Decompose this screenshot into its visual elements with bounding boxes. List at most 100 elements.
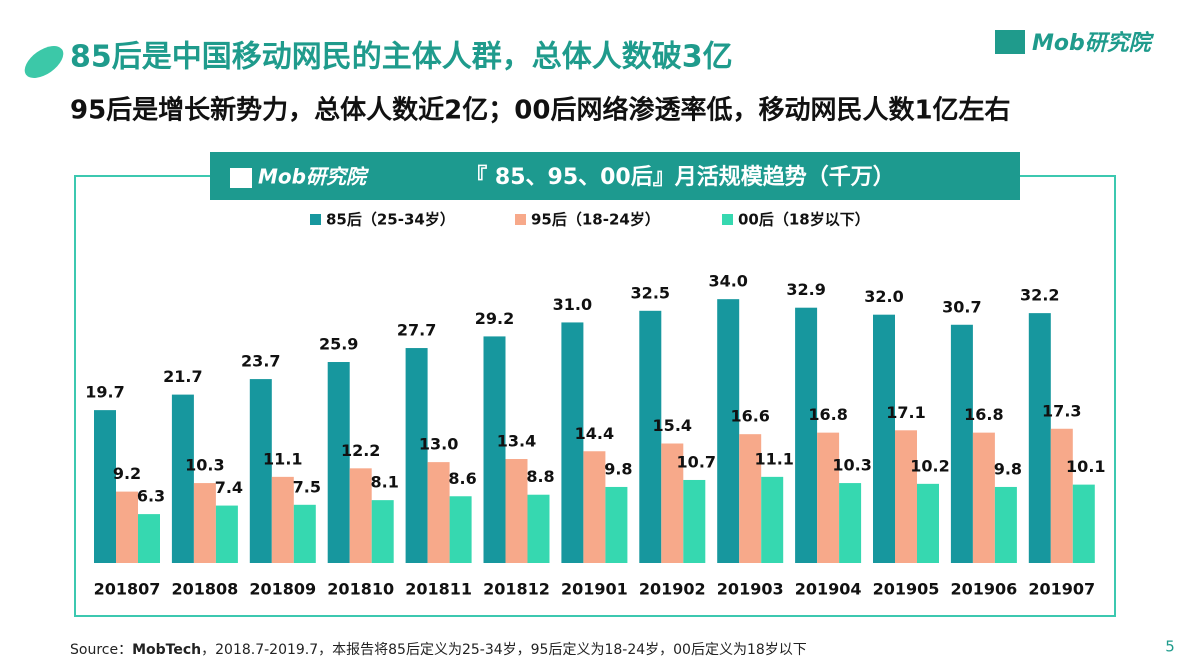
legend-swatch — [722, 214, 733, 225]
bar — [527, 494, 550, 563]
value-label: 9.8 — [994, 459, 1022, 478]
bar — [171, 394, 194, 563]
bar — [1072, 484, 1095, 563]
bar — [371, 500, 394, 563]
value-label: 9.8 — [604, 459, 632, 478]
bar — [405, 348, 428, 563]
legend-label: 00后（18岁以下） — [738, 211, 870, 229]
value-label: 27.7 — [397, 321, 436, 340]
bar — [449, 496, 472, 563]
bar — [639, 310, 662, 563]
value-label: 32.5 — [631, 283, 670, 302]
value-label: 10.7 — [677, 452, 716, 471]
bar — [483, 336, 506, 563]
value-label: 16.8 — [964, 405, 1003, 424]
bar — [839, 483, 862, 563]
x-tick-label: 201907 — [1028, 580, 1095, 599]
value-label: 14.4 — [575, 424, 614, 443]
x-tick-label: 201901 — [561, 580, 628, 599]
x-tick-label: 201807 — [94, 580, 161, 599]
chart-banner — [210, 152, 1020, 200]
banner-logo-text: Mob研究院 — [258, 165, 370, 189]
value-label: 16.8 — [808, 405, 847, 424]
value-label: 15.4 — [653, 416, 692, 435]
bar — [683, 479, 706, 563]
chart-title: 『 85、95、00后』月活规模趋势（千万） — [465, 164, 895, 190]
bar — [583, 451, 606, 563]
value-label: 7.4 — [215, 478, 243, 497]
source-label: Source： — [70, 642, 132, 658]
logo-text: Mob研究院 — [1032, 30, 1155, 56]
bar — [1028, 313, 1051, 563]
bar — [293, 504, 316, 563]
banner-logo-icon — [230, 168, 252, 188]
bar — [116, 491, 138, 563]
legend-label: 95后（18-24岁） — [531, 211, 660, 229]
value-label: 19.7 — [85, 383, 124, 402]
value-label: 29.2 — [475, 309, 514, 328]
bar — [739, 434, 762, 563]
bar — [761, 476, 784, 563]
x-tick-label: 201812 — [483, 580, 550, 599]
bar — [917, 483, 939, 563]
bar — [349, 468, 372, 563]
bar — [561, 322, 584, 563]
value-label: 23.7 — [241, 352, 280, 371]
bar — [94, 410, 116, 563]
x-tick-label: 201903 — [717, 580, 784, 599]
bar — [795, 307, 818, 563]
bar — [994, 486, 1017, 563]
source: Source：MobTech，2018.7-2019.7，本报告将85后定义为2… — [70, 642, 807, 658]
title-leaf — [24, 46, 64, 78]
value-label: 16.6 — [730, 407, 769, 426]
value-label: 25.9 — [319, 335, 358, 354]
bar — [138, 514, 160, 563]
bar — [717, 299, 740, 563]
bar — [427, 462, 450, 563]
value-label: 8.6 — [448, 469, 476, 488]
bar — [249, 379, 272, 563]
bar — [193, 483, 216, 563]
value-label: 6.3 — [137, 487, 165, 506]
x-tick-label: 201811 — [405, 580, 472, 599]
legend-swatch — [515, 214, 526, 225]
bar — [605, 486, 628, 563]
bar — [972, 432, 995, 563]
value-label: 32.0 — [864, 287, 903, 306]
value-label: 13.4 — [497, 432, 536, 451]
value-label: 17.3 — [1042, 401, 1081, 420]
x-tick-label: 201905 — [873, 580, 940, 599]
legend-swatch — [310, 214, 321, 225]
slide-title: 85后是中国移动网民的主体人群，总体人数破3亿 — [70, 40, 733, 75]
bar — [895, 430, 917, 563]
x-tick-label: 201810 — [327, 580, 394, 599]
value-label: 8.8 — [526, 467, 554, 486]
value-label: 10.1 — [1066, 457, 1105, 476]
bar — [661, 443, 684, 563]
value-label: 11.1 — [263, 449, 302, 468]
x-tick-label: 201808 — [172, 580, 239, 599]
value-label: 31.0 — [553, 295, 592, 314]
bar — [873, 314, 895, 563]
value-label: 34.0 — [708, 272, 747, 291]
x-tick-label: 201904 — [795, 580, 862, 599]
slide-subtitle: 95后是增长新势力，总体人数近2亿；00后网络渗透率低，移动网民人数1亿左右 — [70, 95, 1011, 126]
bar — [327, 362, 350, 563]
bar — [817, 432, 840, 563]
value-label: 8.1 — [371, 473, 399, 492]
value-label: 10.3 — [185, 456, 224, 475]
value-label: 9.2 — [113, 464, 141, 483]
value-label: 13.0 — [419, 435, 458, 454]
value-label: 17.1 — [886, 403, 925, 422]
bar — [505, 459, 528, 563]
plot: 85后（25-34岁） 95后（18-24岁） 00后（18岁以下） 201807 19… — [85, 211, 1105, 599]
source-text: ，2018.7-2019.7，本报告将85后定义为25-34岁，95后定义为18… — [201, 642, 807, 658]
value-label: 21.7 — [163, 367, 202, 386]
bar — [1050, 428, 1073, 563]
value-label: 30.7 — [942, 297, 981, 316]
value-label: 10.3 — [832, 456, 871, 475]
x-tick-label: 201902 — [639, 580, 706, 599]
value-label: 12.2 — [341, 441, 380, 460]
